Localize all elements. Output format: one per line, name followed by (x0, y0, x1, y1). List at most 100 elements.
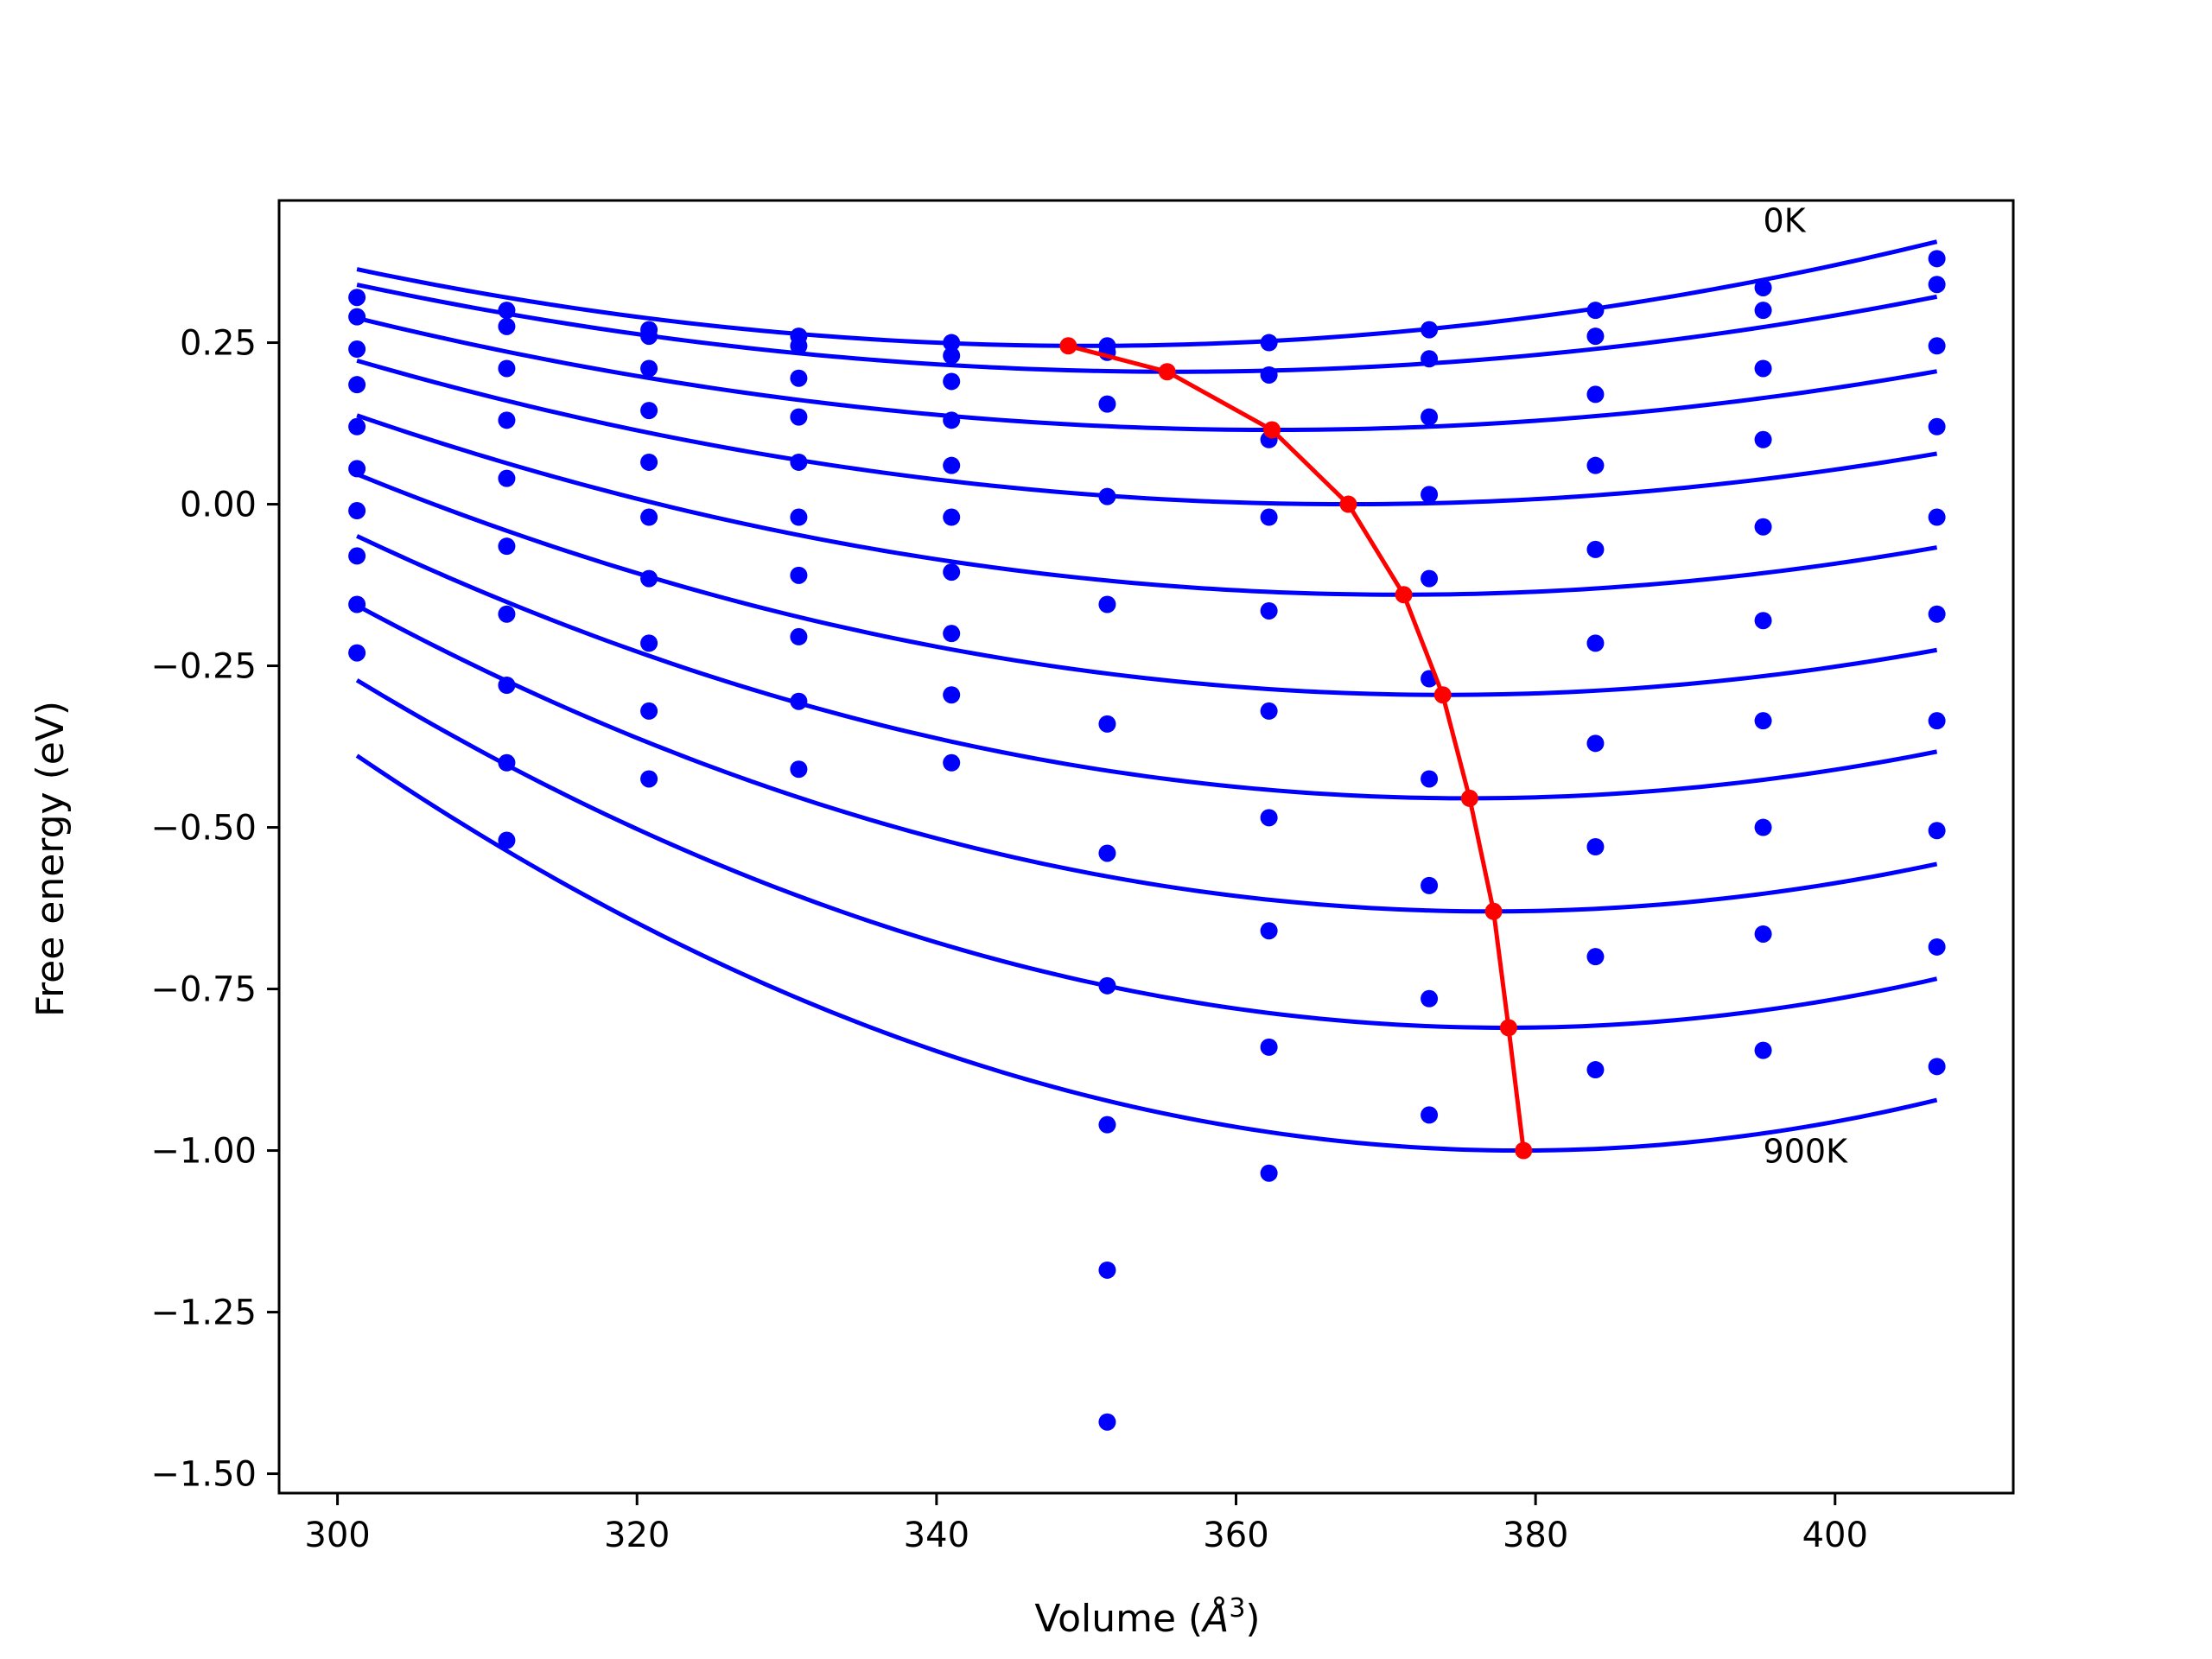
data-point (790, 369, 808, 387)
data-point (1754, 278, 1772, 296)
data-point (1260, 809, 1278, 827)
x-tick-label: 300 (304, 1516, 370, 1555)
minimum-path-point (1484, 902, 1503, 920)
data-point (348, 502, 366, 520)
data-point (1928, 417, 1946, 435)
data-point (1421, 989, 1439, 1007)
data-point (640, 453, 658, 471)
data-point (1754, 712, 1772, 730)
x-tick-label: 360 (1203, 1516, 1268, 1555)
fit-curve-600K (356, 534, 1938, 801)
fit-curve-700K (355, 603, 1938, 914)
data-point (1586, 1061, 1605, 1079)
x-axis-title-text: Volume (1034, 1597, 1176, 1641)
fit-curve-400K (356, 413, 1938, 597)
data-point (1928, 605, 1946, 623)
data-point (1098, 487, 1116, 505)
minimum-path-point (1515, 1141, 1533, 1160)
x-tick-label: 340 (904, 1516, 969, 1555)
y-tick-label: −0.50 (150, 809, 257, 849)
data-point (1754, 925, 1772, 943)
data-point (640, 359, 658, 378)
fit-curve-300K (356, 358, 1938, 507)
data-point (1098, 1413, 1116, 1431)
data-point (1586, 540, 1605, 558)
data-point (790, 453, 808, 471)
data-point (1098, 1116, 1116, 1134)
data-point (790, 627, 808, 645)
fit-curve-200K (356, 315, 1938, 433)
data-point (943, 372, 961, 391)
y-tick-label: −0.25 (150, 647, 257, 687)
minimum-path-line (1067, 343, 1526, 1151)
data-point (1586, 838, 1605, 855)
fit-curve-900K (355, 753, 1938, 1154)
plot-area (348, 239, 1946, 1431)
data-point (348, 644, 366, 662)
data-point (1754, 430, 1772, 448)
data-point (348, 417, 366, 435)
data-point (1421, 569, 1439, 588)
data-point (1754, 359, 1772, 378)
data-point (1421, 350, 1439, 368)
data-point (943, 346, 961, 365)
x-tick-label: 320 (604, 1516, 670, 1555)
data-point (640, 402, 658, 420)
y-tick-label: 0.25 (180, 324, 257, 364)
data-point (348, 308, 366, 326)
data-point (1928, 938, 1946, 956)
data-point (640, 702, 658, 720)
data-point (1586, 456, 1605, 474)
data-point (1754, 302, 1772, 320)
data-point (1586, 385, 1605, 404)
data-point (1260, 1038, 1278, 1056)
data-point (640, 508, 658, 526)
x-axis-unit-exponent: 3 (1229, 1593, 1245, 1624)
data-point (498, 359, 516, 378)
data-point (1928, 508, 1946, 526)
data-point (1421, 1106, 1439, 1124)
data-point (943, 456, 961, 474)
minimum-path-point (1499, 1019, 1517, 1037)
data-point (1586, 634, 1605, 652)
y-tick-label: 0.00 (180, 486, 257, 525)
data-point (790, 508, 808, 526)
data-point (1928, 822, 1946, 840)
fit-curve-500K (356, 472, 1938, 697)
data-point (790, 408, 808, 426)
data-point (1260, 334, 1278, 352)
data-point (1260, 601, 1278, 620)
minimum-path-point (1460, 789, 1478, 807)
data-point (498, 469, 516, 487)
axes: 300 320 340 360 380 400 0.25 0.00 −0.25 −0.50 −0.7… (150, 199, 2015, 1555)
data-point (1586, 948, 1605, 966)
data-point (943, 508, 961, 526)
data-point (1421, 876, 1439, 894)
data-point (1098, 395, 1116, 413)
data-point (1260, 702, 1278, 720)
data-point (498, 411, 516, 429)
data-point (348, 289, 366, 307)
data-point (1754, 612, 1772, 630)
data-point (1260, 365, 1278, 384)
data-point (498, 831, 516, 849)
data-point (1098, 715, 1116, 733)
data-point (498, 753, 516, 772)
data-point (348, 547, 366, 565)
data-point (1928, 1058, 1946, 1076)
y-tick-label: −0.75 (150, 970, 257, 1010)
curve-annotation: 900K (1764, 1133, 1849, 1171)
y-tick-label: −1.50 (150, 1455, 257, 1495)
data-point (498, 677, 516, 694)
data-point (1098, 595, 1116, 613)
minimum-path-point (1339, 495, 1357, 513)
minimum-path-point (1395, 586, 1413, 604)
x-axis-title: Volume (Å3) (1034, 1593, 1260, 1642)
axes-frame (277, 199, 2015, 1495)
data-point (1260, 922, 1278, 940)
data-point (1421, 770, 1439, 788)
data-point (498, 605, 516, 623)
data-point (1754, 1041, 1772, 1059)
data-point (1421, 408, 1439, 426)
